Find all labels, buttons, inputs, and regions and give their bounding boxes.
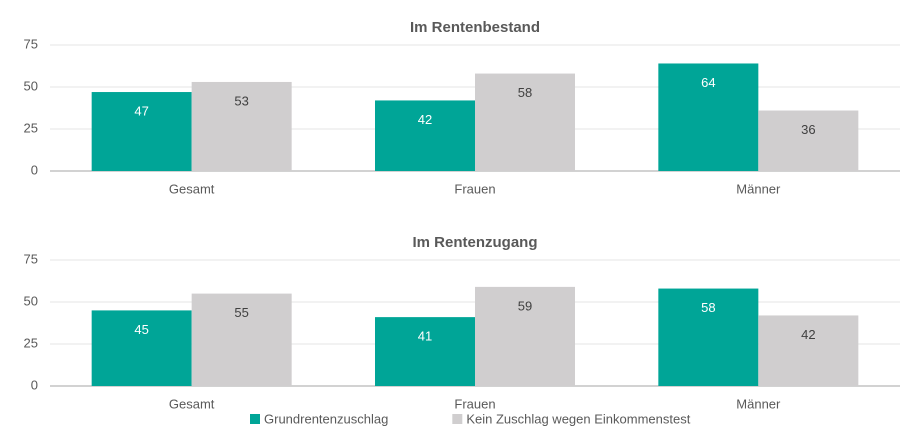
value-label: 47 bbox=[134, 103, 148, 118]
chart-title: Im Rentenbestand bbox=[410, 19, 540, 36]
value-label: 42 bbox=[418, 112, 432, 127]
bar bbox=[375, 100, 475, 171]
value-label: 42 bbox=[801, 327, 815, 342]
value-label: 41 bbox=[418, 329, 432, 344]
y-tick-label: 25 bbox=[24, 335, 38, 350]
value-label: 53 bbox=[234, 93, 248, 108]
bar bbox=[475, 286, 575, 386]
value-label: 55 bbox=[234, 305, 248, 320]
bar bbox=[758, 315, 859, 386]
value-label: 45 bbox=[134, 322, 148, 337]
chart-title: Im Rentenzugang bbox=[412, 234, 537, 251]
legend-label: Grundrentenzuschlag bbox=[264, 411, 388, 426]
bar bbox=[91, 310, 192, 386]
value-label: 64 bbox=[701, 75, 715, 90]
bar bbox=[375, 317, 475, 386]
bar bbox=[658, 288, 759, 386]
y-tick-label: 75 bbox=[24, 36, 38, 51]
legend-label: Kein Zuschlag wegen Einkommenstest bbox=[466, 411, 690, 426]
y-tick-label: 25 bbox=[24, 120, 38, 135]
value-label: 59 bbox=[518, 298, 532, 313]
bar bbox=[758, 110, 859, 171]
y-tick-label: 0 bbox=[31, 377, 38, 392]
legend-swatch bbox=[250, 414, 260, 424]
y-tick-label: 0 bbox=[31, 162, 38, 177]
x-tick-label: Frauen bbox=[454, 181, 495, 196]
y-tick-label: 50 bbox=[24, 78, 38, 93]
legend-swatch bbox=[452, 414, 463, 424]
value-label: 58 bbox=[518, 85, 532, 100]
bar bbox=[475, 73, 575, 171]
value-label: 36 bbox=[801, 122, 815, 137]
x-tick-label: Männer bbox=[736, 396, 781, 411]
bar bbox=[191, 293, 292, 386]
bar bbox=[91, 92, 192, 171]
bar bbox=[191, 81, 292, 171]
x-tick-label: Frauen bbox=[454, 396, 495, 411]
y-tick-label: 50 bbox=[24, 293, 38, 308]
y-tick-label: 75 bbox=[24, 251, 38, 266]
x-tick-label: Gesamt bbox=[169, 396, 215, 411]
value-label: 58 bbox=[701, 300, 715, 315]
bar bbox=[658, 63, 759, 172]
x-tick-label: Gesamt bbox=[169, 181, 215, 196]
x-tick-label: Männer bbox=[736, 181, 781, 196]
